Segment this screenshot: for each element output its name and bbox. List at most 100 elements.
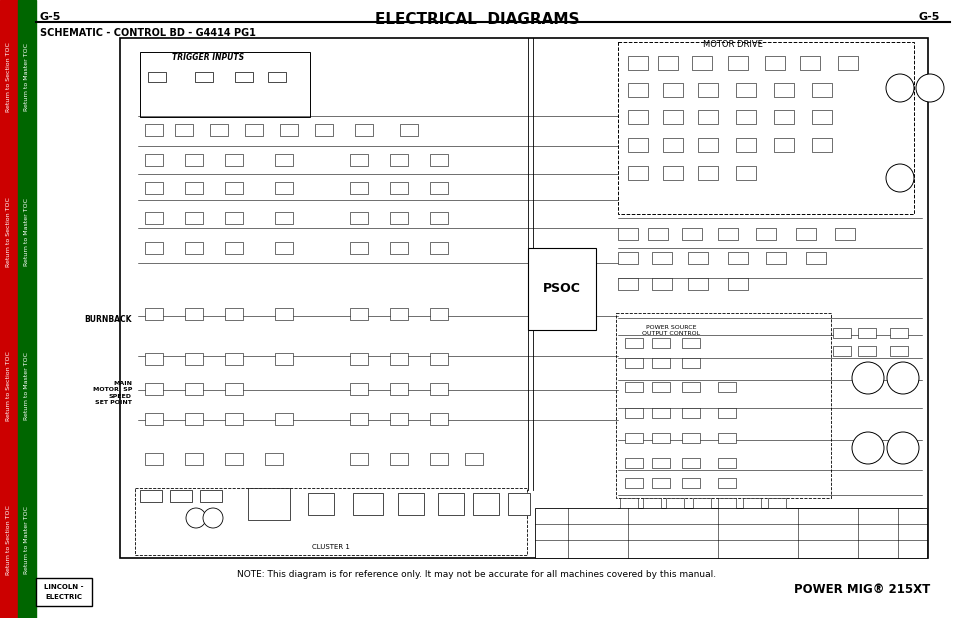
- Bar: [698, 110, 718, 124]
- Bar: [350, 212, 368, 224]
- Bar: [658, 56, 678, 70]
- Bar: [681, 338, 700, 348]
- Bar: [800, 56, 820, 70]
- Bar: [651, 382, 669, 392]
- Bar: [464, 453, 482, 465]
- Bar: [145, 154, 163, 166]
- Text: Return to Master TOC: Return to Master TOC: [25, 352, 30, 420]
- Bar: [832, 346, 850, 356]
- Bar: [18, 0, 36, 618]
- Bar: [350, 383, 368, 395]
- Bar: [185, 413, 203, 425]
- Bar: [265, 453, 283, 465]
- Bar: [698, 166, 718, 180]
- Circle shape: [186, 508, 206, 528]
- Bar: [430, 182, 448, 194]
- Bar: [627, 56, 647, 70]
- Text: TRIGGER INPUTS: TRIGGER INPUTS: [172, 53, 244, 62]
- Bar: [135, 488, 526, 555]
- Bar: [624, 478, 642, 488]
- Bar: [616, 313, 830, 498]
- Bar: [430, 413, 448, 425]
- Text: SCHEMATIC - CONTROL BD - G4414 PG1: SCHEMATIC - CONTROL BD - G4414 PG1: [40, 28, 255, 38]
- Bar: [390, 353, 408, 365]
- Bar: [473, 493, 498, 515]
- Bar: [651, 338, 669, 348]
- Bar: [742, 498, 760, 508]
- Text: PSOC: PSOC: [542, 282, 580, 295]
- Bar: [627, 83, 647, 97]
- Bar: [234, 72, 253, 82]
- Bar: [662, 166, 682, 180]
- Bar: [390, 182, 408, 194]
- Text: POWER MIG® 215XT: POWER MIG® 215XT: [793, 583, 929, 596]
- Bar: [735, 110, 755, 124]
- Bar: [718, 458, 735, 468]
- Bar: [274, 242, 293, 254]
- Bar: [225, 242, 243, 254]
- Bar: [430, 353, 448, 365]
- Bar: [811, 110, 831, 124]
- Bar: [274, 413, 293, 425]
- Bar: [145, 124, 163, 136]
- Bar: [767, 498, 785, 508]
- Bar: [397, 493, 423, 515]
- Bar: [527, 248, 596, 330]
- Bar: [687, 278, 707, 290]
- Bar: [627, 138, 647, 152]
- Bar: [350, 182, 368, 194]
- Circle shape: [203, 508, 223, 528]
- Bar: [535, 508, 926, 558]
- Circle shape: [885, 164, 913, 192]
- Bar: [764, 56, 784, 70]
- Bar: [148, 72, 166, 82]
- Bar: [687, 252, 707, 264]
- Circle shape: [915, 74, 943, 102]
- Bar: [200, 490, 222, 502]
- Bar: [185, 182, 203, 194]
- Bar: [210, 124, 228, 136]
- Text: Return to Section TOC: Return to Section TOC: [7, 505, 11, 575]
- Bar: [773, 83, 793, 97]
- Bar: [225, 413, 243, 425]
- Circle shape: [886, 362, 918, 394]
- Text: Return to Section TOC: Return to Section TOC: [7, 197, 11, 267]
- Bar: [889, 346, 907, 356]
- Bar: [225, 182, 243, 194]
- Bar: [642, 498, 660, 508]
- Text: ELECTRICAL  DIAGRAMS: ELECTRICAL DIAGRAMS: [375, 12, 578, 27]
- Bar: [194, 72, 213, 82]
- Bar: [624, 458, 642, 468]
- Bar: [140, 52, 310, 117]
- Bar: [795, 228, 815, 240]
- Bar: [314, 124, 333, 136]
- Bar: [225, 383, 243, 395]
- Bar: [225, 212, 243, 224]
- Text: Return to Master TOC: Return to Master TOC: [25, 43, 30, 111]
- Bar: [647, 228, 667, 240]
- Circle shape: [851, 432, 883, 464]
- Bar: [0, 0, 18, 618]
- Bar: [145, 453, 163, 465]
- Bar: [268, 72, 286, 82]
- Bar: [430, 383, 448, 395]
- Bar: [727, 252, 747, 264]
- Bar: [619, 498, 638, 508]
- Bar: [245, 124, 263, 136]
- Bar: [390, 413, 408, 425]
- Bar: [735, 83, 755, 97]
- Bar: [185, 242, 203, 254]
- Bar: [185, 308, 203, 320]
- Bar: [692, 498, 710, 508]
- Bar: [36, 578, 91, 606]
- Circle shape: [851, 362, 883, 394]
- Bar: [437, 493, 463, 515]
- Text: BURNBACK: BURNBACK: [85, 316, 132, 324]
- Bar: [145, 383, 163, 395]
- Bar: [430, 212, 448, 224]
- Text: Return to Master TOC: Return to Master TOC: [25, 506, 30, 574]
- Bar: [832, 328, 850, 338]
- Bar: [430, 308, 448, 320]
- Bar: [718, 228, 738, 240]
- Bar: [274, 154, 293, 166]
